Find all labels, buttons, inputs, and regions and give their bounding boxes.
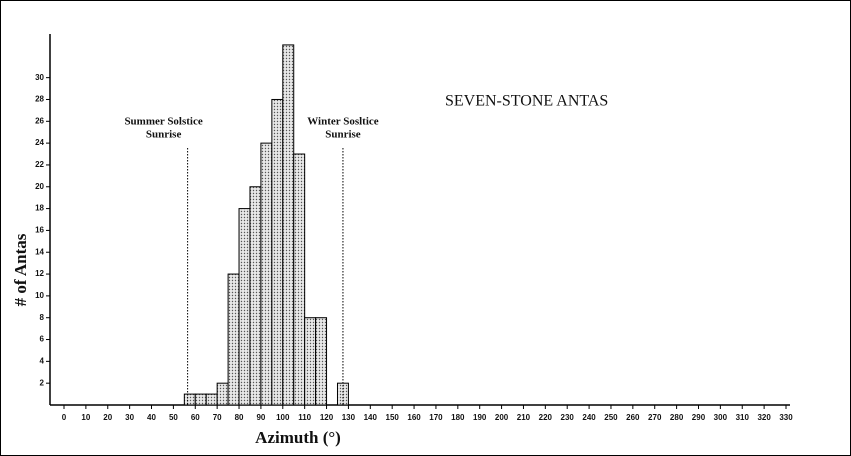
x-tick-label: 300 xyxy=(714,413,728,422)
y-tick-label: 22 xyxy=(35,160,44,169)
x-tick-label: 40 xyxy=(147,413,156,422)
y-tick-label: 4 xyxy=(40,356,45,365)
annotation-text: Winter Sosltice xyxy=(307,116,379,128)
annotation-text: Sunrise xyxy=(325,129,361,141)
x-tick-label: 180 xyxy=(451,413,465,422)
y-tick-label: 20 xyxy=(35,182,44,191)
x-tick-label: 120 xyxy=(320,413,334,422)
x-tick-label: 220 xyxy=(539,413,553,422)
annotation-text: Sunrise xyxy=(146,129,182,141)
x-tick-label: 20 xyxy=(103,413,112,422)
y-tick-label: 12 xyxy=(35,269,44,278)
bar xyxy=(249,186,262,406)
bar xyxy=(194,393,207,406)
x-tick-label: 160 xyxy=(407,413,421,422)
x-tick-label: 310 xyxy=(736,413,750,422)
x-tick-label: 170 xyxy=(429,413,443,422)
x-tick-label: 190 xyxy=(473,413,487,422)
bar xyxy=(260,142,273,406)
x-tick-label: 200 xyxy=(495,413,509,422)
x-tick-label: 270 xyxy=(648,413,662,422)
x-tick-label: 70 xyxy=(213,413,222,422)
x-tick-label: 130 xyxy=(342,413,356,422)
y-tick-label: 26 xyxy=(35,116,44,125)
x-tick-label: 290 xyxy=(692,413,706,422)
bar xyxy=(271,98,284,406)
x-tick-label: 150 xyxy=(386,413,400,422)
x-tick-label: 0 xyxy=(62,413,67,422)
x-tick-label: 250 xyxy=(604,413,618,422)
bar xyxy=(227,273,240,406)
x-tick-label: 210 xyxy=(517,413,531,422)
y-tick-label: 18 xyxy=(35,204,44,213)
x-tick-label: 110 xyxy=(298,413,311,422)
bar xyxy=(183,393,196,406)
x-axis-label: Azimuth (°) xyxy=(255,428,341,447)
x-tick-label: 280 xyxy=(670,413,684,422)
y-tick-label: 24 xyxy=(35,138,44,147)
y-tick-label: 28 xyxy=(35,95,44,104)
x-tick-label: 100 xyxy=(276,413,290,422)
x-tick-label: 140 xyxy=(364,413,378,422)
x-tick-label: 80 xyxy=(235,413,244,422)
annotation-text: Summer Solstice xyxy=(124,116,202,128)
x-tick-label: 230 xyxy=(561,413,575,422)
bar xyxy=(205,393,218,406)
y-tick-label: 8 xyxy=(40,313,45,322)
x-tick-label: 240 xyxy=(582,413,596,422)
x-tick-label: 10 xyxy=(81,413,90,422)
y-tick-label: 6 xyxy=(40,335,45,344)
x-tick-label: 50 xyxy=(169,413,178,422)
x-tick-label: 60 xyxy=(191,413,200,422)
x-tick-label: 30 xyxy=(125,413,134,422)
y-tick-label: 10 xyxy=(35,291,44,300)
y-tick-label: 30 xyxy=(35,73,44,82)
bar xyxy=(216,382,229,406)
y-tick-label: 16 xyxy=(35,226,44,235)
bar xyxy=(304,317,317,406)
chart-title: SEVEN-STONE ANTAS xyxy=(445,93,608,110)
y-tick-label: 2 xyxy=(40,378,45,387)
bar xyxy=(238,208,251,406)
bar xyxy=(282,44,295,406)
x-tick-label: 320 xyxy=(757,413,771,422)
x-tick-label: 90 xyxy=(256,413,265,422)
bar xyxy=(293,153,306,406)
x-tick-label: 260 xyxy=(626,413,640,422)
x-tick-label: 330 xyxy=(779,413,793,422)
y-tick-label: 14 xyxy=(35,247,44,256)
bar xyxy=(315,317,328,406)
y-axis-label: # of Antas xyxy=(11,233,30,306)
